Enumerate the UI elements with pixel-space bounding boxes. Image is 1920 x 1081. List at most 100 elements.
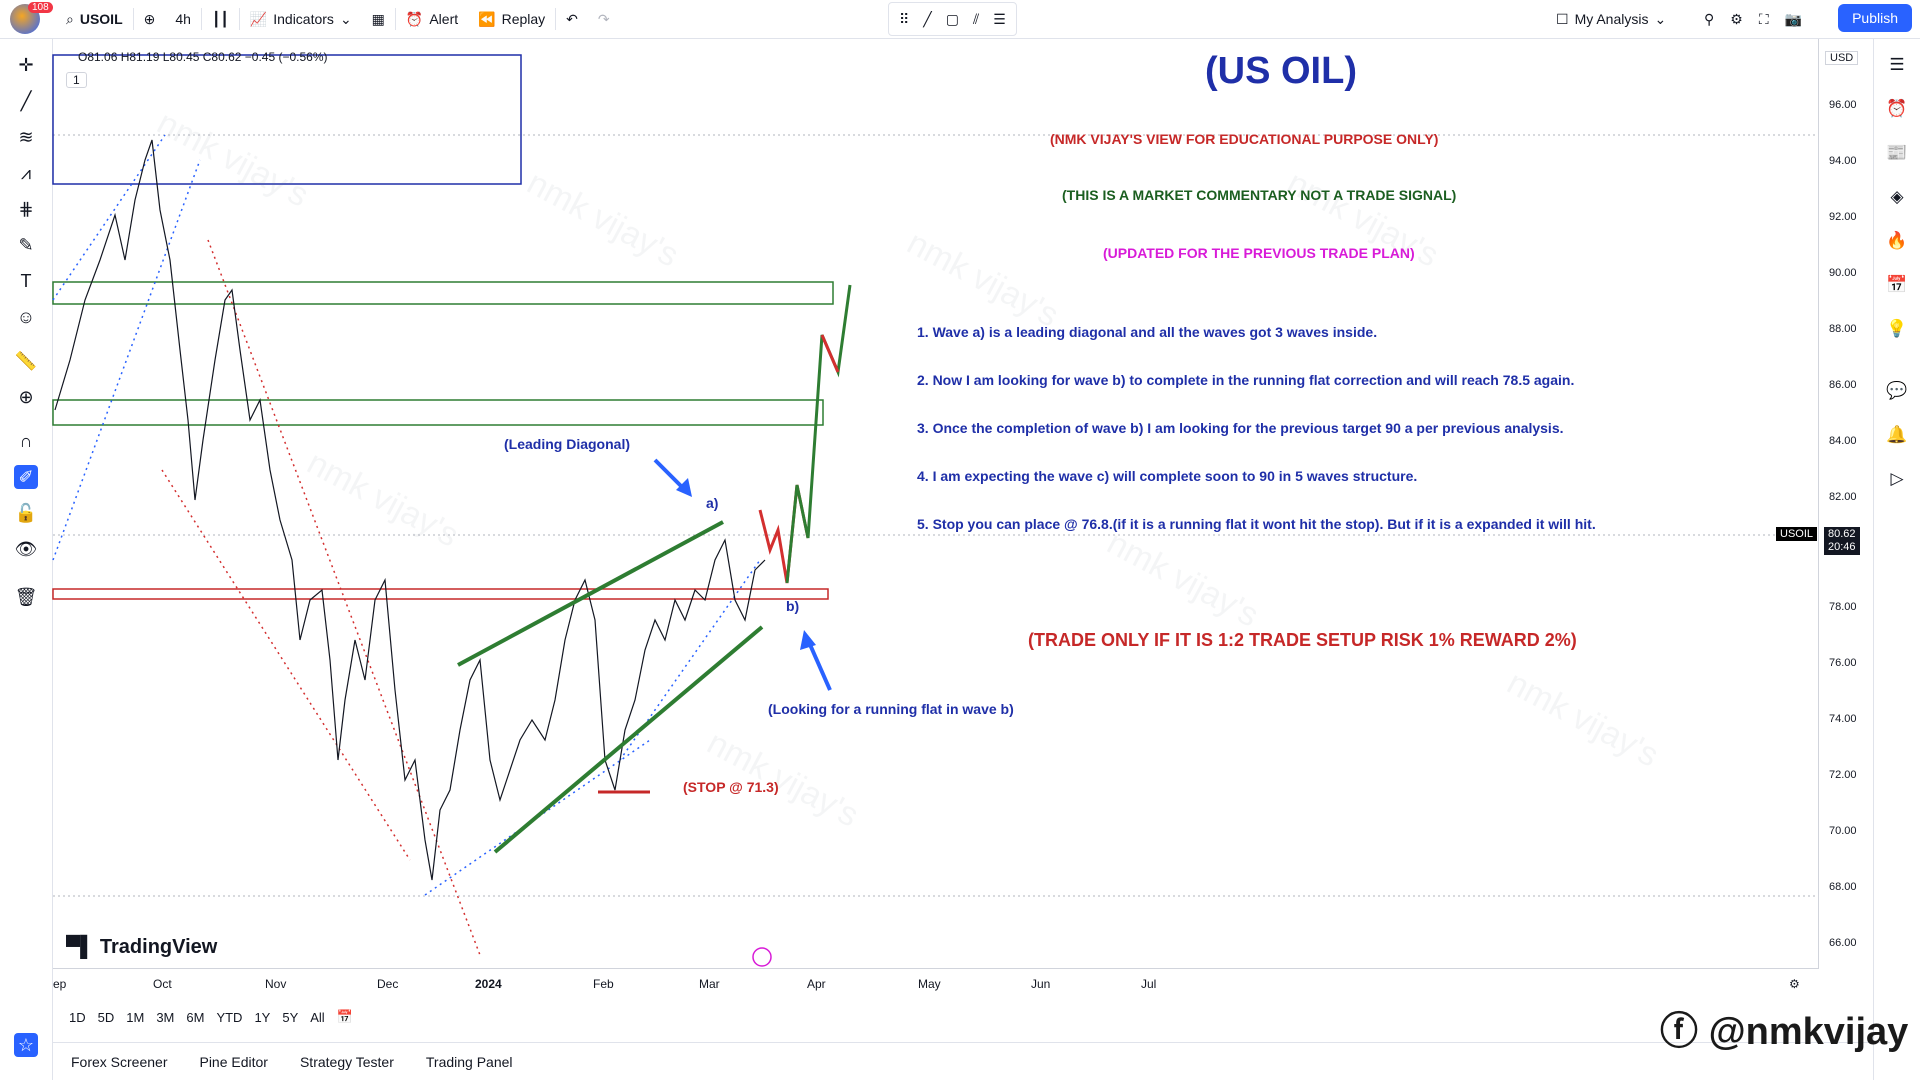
right-sidebar: ☰ ⏰ 📰 ◈ 🔥 📅 💡 💬 🔔 ▷ — [1873, 39, 1920, 1080]
replay-label: Replay — [501, 11, 546, 27]
range-6m[interactable]: 6M — [186, 1009, 205, 1025]
trendline-tool-icon[interactable]: ╱ — [20, 91, 32, 111]
quick-search-icon[interactable]: ⚲ — [1704, 10, 1715, 27]
symbol-label: USOIL — [79, 11, 123, 27]
chart-title: (US OIL) — [1205, 50, 1357, 92]
chart-type-button[interactable]: ┃┃ — [202, 0, 239, 38]
range-1m[interactable]: 1M — [126, 1009, 145, 1025]
lock-icon[interactable]: 🔓 — [14, 503, 38, 523]
tab-strategy-tester[interactable]: Strategy Tester — [299, 1054, 394, 1070]
calendar-icon[interactable]: 📅 — [1886, 275, 1908, 294]
settings-icon[interactable]: ⚙ — [1730, 10, 1743, 27]
goto-date-icon[interactable]: 📅 — [336, 1009, 353, 1024]
layouts-button[interactable]: ▦ — [362, 0, 395, 38]
dotted-blue-line — [52, 134, 166, 301]
chevron-down-icon: ⌄ — [1654, 10, 1667, 27]
time-tick: Dec — [377, 977, 399, 991]
parallel-channel-icon[interactable]: ⫽ — [972, 10, 980, 27]
legend-collapse-button[interactable]: 1 — [66, 72, 87, 88]
alert-button[interactable]: ⏰ Alert — [396, 0, 468, 38]
symbol-search[interactable]: ⌕ USOIL — [56, 0, 133, 38]
rectangle-icon[interactable]: ▢ — [945, 10, 959, 27]
commentary-text: (THIS IS A MARKET COMMENTARY NOT A TRADE… — [1062, 187, 1457, 203]
range-5d[interactable]: 5D — [97, 1009, 115, 1025]
star-icon[interactable]: ☆ — [14, 1033, 38, 1057]
price-scale[interactable]: USD 96.00 94.00 92.00 90.00 88.00 86.00 … — [1818, 39, 1873, 969]
ruler-icon[interactable]: 📏 — [14, 351, 38, 371]
leading-diagonal-label: (Leading Diagonal) — [504, 436, 630, 452]
fullscreen-icon[interactable]: ⛶ — [1758, 10, 1769, 27]
camera-icon[interactable]: 📷 — [1784, 10, 1803, 27]
layers-icon[interactable]: ◈ — [1890, 187, 1904, 206]
currency-selector[interactable]: USD — [1825, 51, 1859, 65]
fib-icon[interactable]: ☰ — [993, 10, 1006, 27]
chat-icon[interactable]: 💬 — [1886, 381, 1908, 400]
trendline-icon[interactable]: ╱ — [923, 10, 932, 27]
redo-button[interactable]: ↷ — [588, 0, 620, 38]
publish-button[interactable]: Publish — [1838, 4, 1912, 32]
brush-tool-icon[interactable]: ✎ — [18, 235, 34, 255]
eye-icon[interactable]: 👁 — [14, 539, 38, 559]
projection-tool-icon[interactable]: ⋕ — [18, 199, 34, 219]
indicators-button[interactable]: 📈 Indicators ⌄ — [240, 0, 362, 38]
wave-c-projection — [785, 284, 852, 584]
trash-icon[interactable]: 🗑 — [14, 587, 38, 607]
axis-settings-icon[interactable]: ⚙ — [1789, 977, 1800, 991]
pattern-tool-icon[interactable]: ⩘ — [20, 163, 32, 183]
bars-icon: ┃┃ — [211, 10, 229, 27]
undo-button[interactable]: ↶ — [556, 0, 588, 38]
notification-badge: 108 — [28, 2, 53, 13]
time-tick: Apr — [807, 977, 826, 991]
dotted-blue-line — [52, 159, 201, 561]
symbol-price-tag: USOIL — [1776, 527, 1818, 541]
stream-icon[interactable]: ▷ — [1890, 469, 1904, 488]
alerts-icon[interactable]: ⏰ — [1886, 99, 1908, 118]
emoji-tool-icon[interactable]: ☺ — [16, 307, 36, 327]
plus-icon: ⊕ — [143, 10, 156, 27]
left-drawing-tools: ✛ ╱ ≋ ⩘ ⋕ ✎ T ☺ 📏 ⊕ ∩ ✐ 🔓 👁 🗑 ☆ — [0, 39, 53, 1080]
price-tick: 94.00 — [1829, 155, 1857, 167]
price-tick: 86.00 — [1829, 379, 1857, 391]
range-1y[interactable]: 1Y — [254, 1009, 271, 1025]
drawing-mode-icon[interactable]: ✐ — [14, 465, 38, 489]
magnet-icon[interactable]: ∩ — [19, 431, 33, 451]
notifications-icon[interactable]: 🔔 — [1886, 425, 1908, 444]
range-3m[interactable]: 3M — [156, 1009, 175, 1025]
drag-handle-icon[interactable]: ⠿ — [899, 10, 910, 27]
price-series — [54, 139, 766, 881]
news-icon[interactable]: 📰 — [1886, 143, 1908, 162]
tab-forex-screener[interactable]: Forex Screener — [71, 1054, 168, 1070]
diagonal-lower-line — [493, 625, 764, 854]
time-axis[interactable]: ep Oct Nov Dec 2024 Feb Mar Apr May Jun … — [53, 968, 1818, 999]
blue-zone — [52, 54, 522, 185]
point-5: 5. Stop you can place @ 76.8.(if it is a… — [917, 516, 1596, 532]
checkbox-icon[interactable]: ☐ — [1556, 10, 1569, 27]
crosshair-icon[interactable]: ✛ — [18, 55, 34, 75]
text-tool-icon[interactable]: T — [20, 271, 32, 291]
time-tick: 2024 — [475, 977, 502, 991]
interval-button[interactable]: 4h — [175, 11, 191, 27]
replay-button[interactable]: ⏪ Replay — [468, 0, 555, 38]
arrow-head — [800, 630, 816, 650]
range-ytd[interactable]: YTD — [216, 1009, 243, 1025]
watchlist-icon[interactable]: ☰ — [1889, 55, 1905, 74]
price-tick: 82.00 — [1829, 491, 1857, 503]
fib-tool-icon[interactable]: ≋ — [18, 127, 34, 147]
facebook-icon: ⓕ — [1660, 1011, 1709, 1053]
range-5y[interactable]: 5Y — [282, 1009, 299, 1025]
price-tick: 70.00 — [1829, 825, 1857, 837]
layout-menu[interactable]: ☐ My Analysis ⌄ — [1546, 0, 1676, 38]
stop-label: (STOP @ 71.3) — [683, 779, 779, 795]
event-icon — [752, 947, 772, 967]
ideas-icon[interactable]: 💡 — [1886, 319, 1908, 338]
hotlist-icon[interactable]: 🔥 — [1886, 231, 1908, 250]
ohlc-legend: O81.06 H81.19 L80.45 C80.62 −0.45 (−0.56… — [78, 50, 328, 64]
drawing-toolbar[interactable]: ⠿ ╱ ▢ ⫽ ☰ — [888, 2, 1017, 36]
tab-trading-panel[interactable]: Trading Panel — [425, 1054, 513, 1070]
tab-pine-editor[interactable]: Pine Editor — [199, 1054, 268, 1070]
zoom-icon[interactable]: ⊕ — [18, 387, 34, 407]
compare-button[interactable]: ⊕ — [134, 0, 166, 38]
range-all[interactable]: All — [310, 1009, 325, 1025]
range-1d[interactable]: 1D — [69, 1009, 86, 1025]
